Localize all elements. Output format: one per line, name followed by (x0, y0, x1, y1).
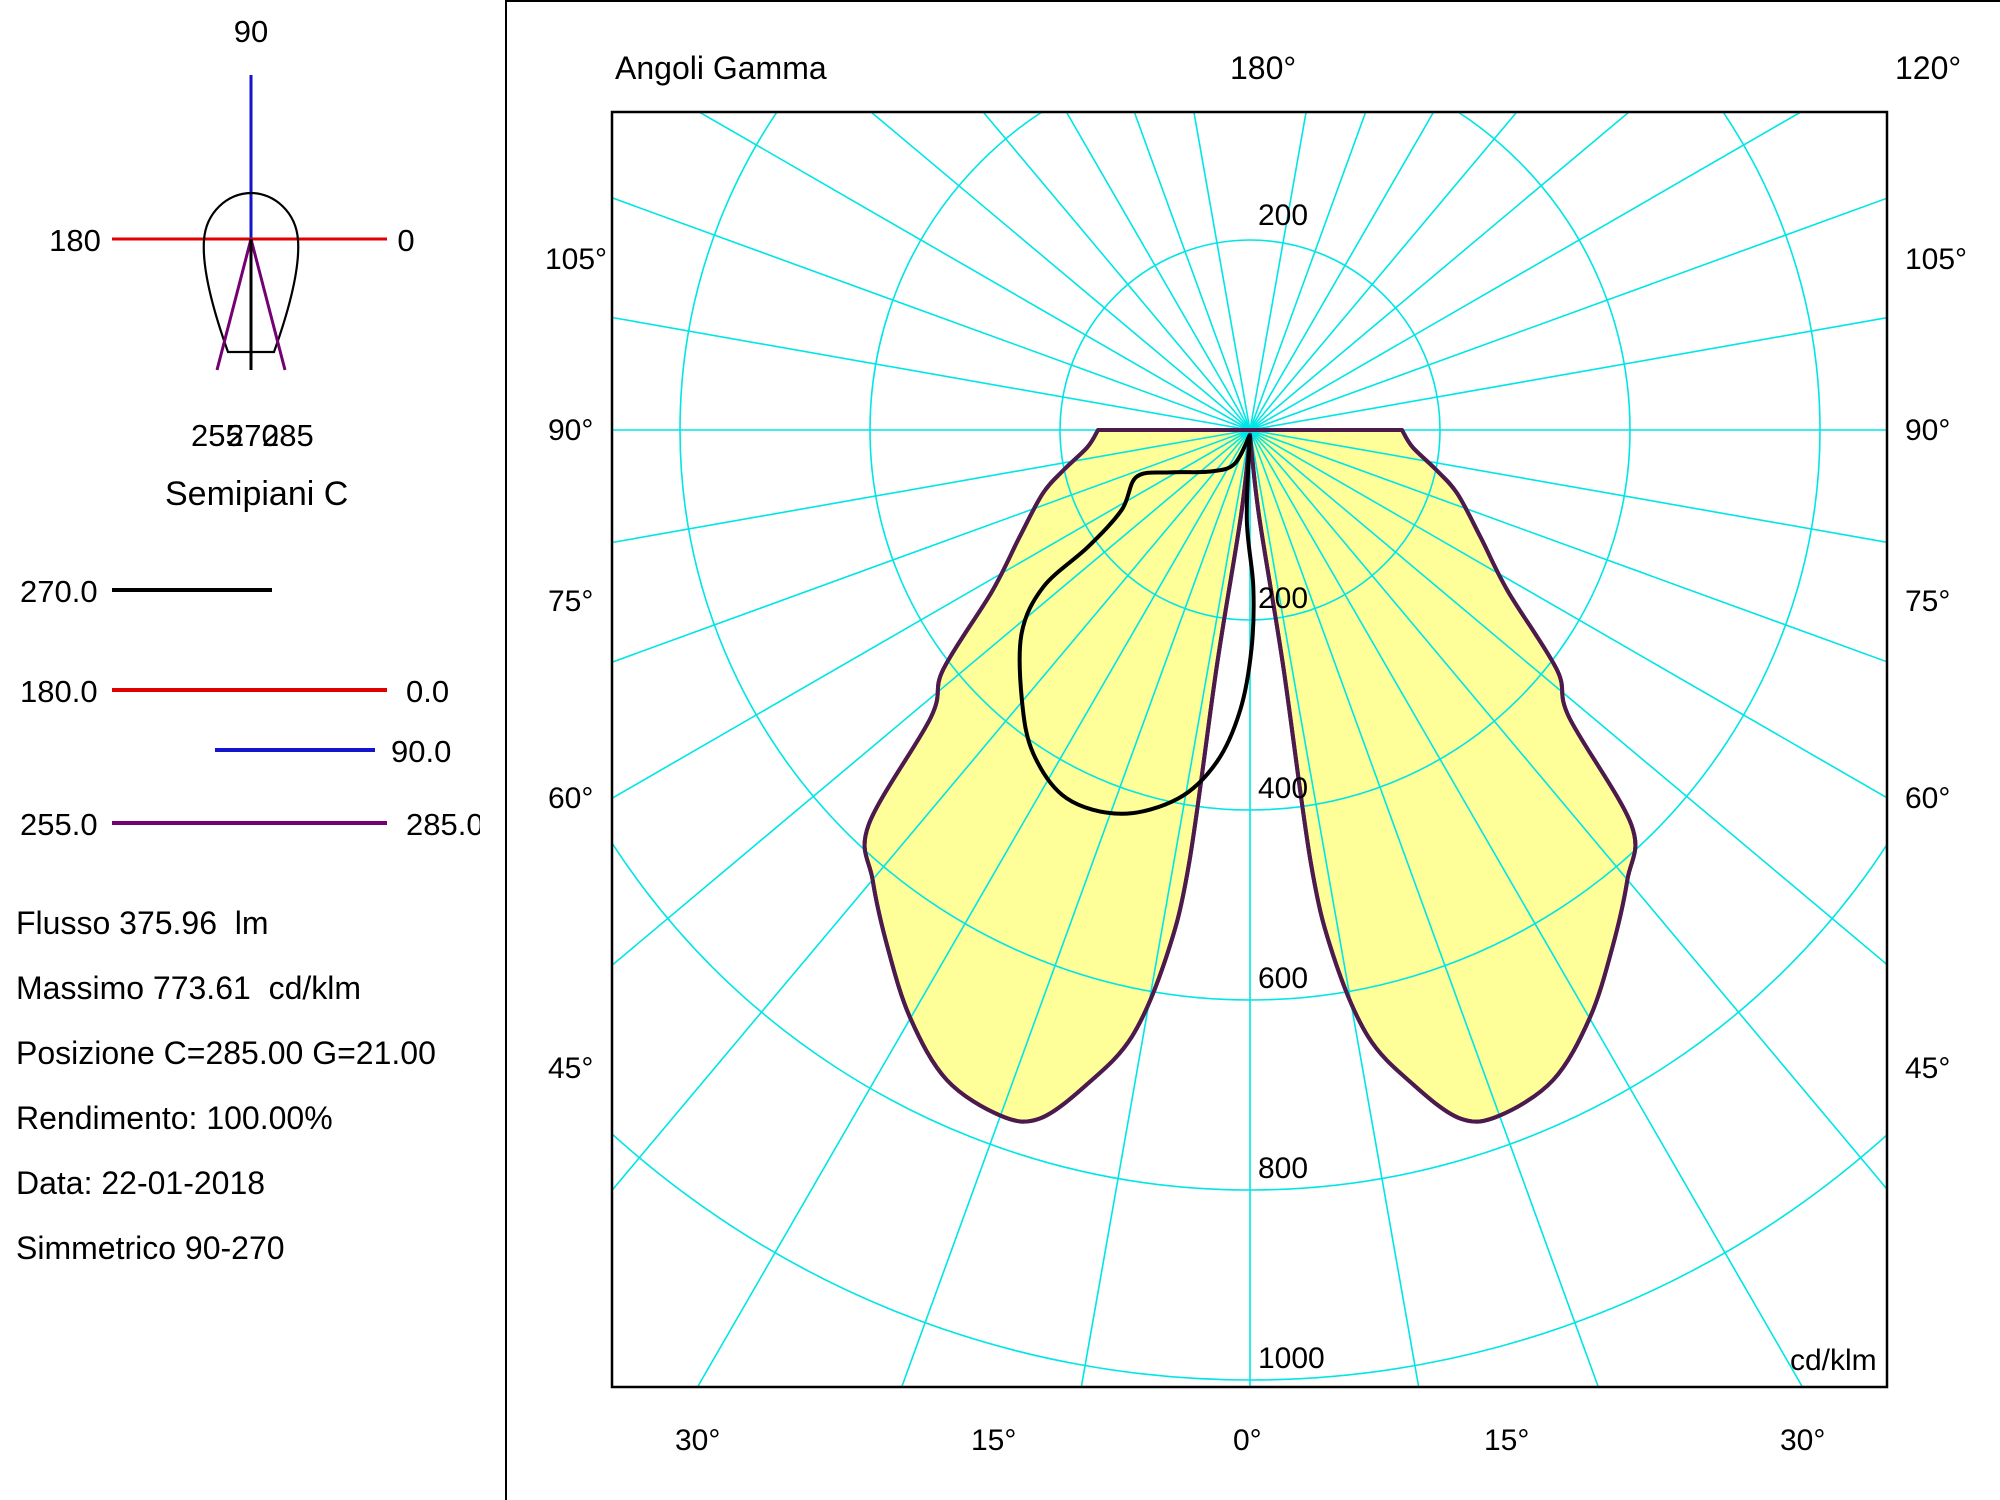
svg-text:90°: 90° (548, 414, 593, 447)
svg-text:90°: 90° (1905, 414, 1950, 447)
svg-text:cd/klm: cd/klm (1790, 1344, 1877, 1377)
svg-text:60°: 60° (548, 782, 593, 815)
svg-text:0°: 0° (1233, 1424, 1262, 1457)
svg-text:15°: 15° (1484, 1424, 1529, 1457)
svg-text:15°: 15° (971, 1424, 1016, 1457)
svg-text:75°: 75° (548, 585, 593, 618)
svg-text:45°: 45° (548, 1052, 593, 1085)
svg-text:800: 800 (1258, 1152, 1308, 1185)
svg-text:45°: 45° (1905, 1052, 1950, 1085)
svg-text:600: 600 (1258, 962, 1308, 995)
svg-text:60°: 60° (1905, 782, 1950, 815)
svg-text:30°: 30° (1780, 1424, 1825, 1457)
svg-text:75°: 75° (1905, 585, 1950, 618)
svg-text:105°: 105° (1905, 243, 1967, 276)
svg-text:105°: 105° (545, 243, 607, 276)
svg-text:200: 200 (1258, 199, 1308, 232)
svg-text:1000: 1000 (1258, 1342, 1325, 1375)
svg-text:200: 200 (1258, 582, 1308, 615)
svg-text:30°: 30° (675, 1424, 720, 1457)
svg-text:400: 400 (1258, 772, 1308, 805)
